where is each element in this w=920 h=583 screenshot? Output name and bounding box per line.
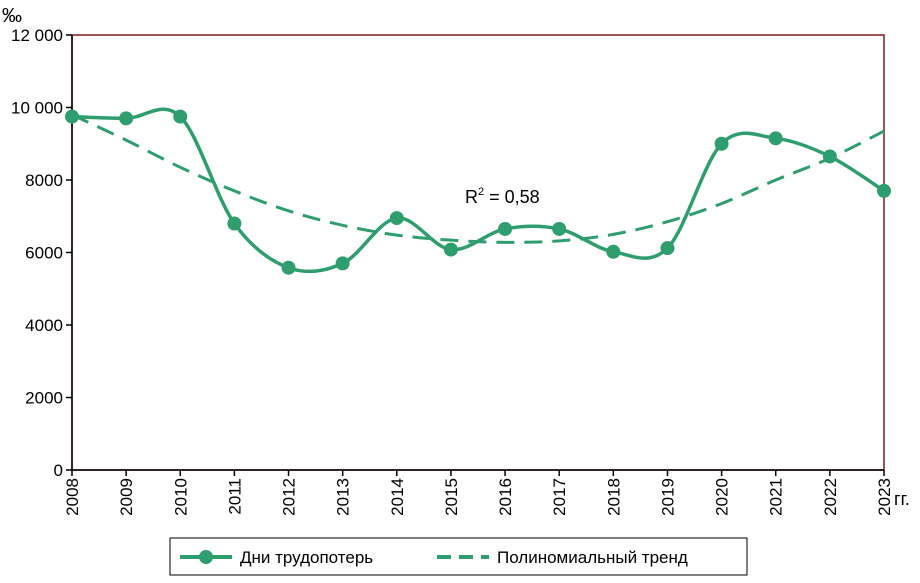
data-point-2012: [281, 260, 296, 275]
labels-layer: ‰ гг. R2 = 0,58 0 2000 4000 6000 8000 10 000 1…: [2, 5, 910, 516]
y-tick-label: 0: [54, 461, 63, 480]
legend-marker-days: [199, 550, 213, 564]
data-point-2008: [65, 109, 79, 124]
x-tick-label: 2010: [171, 478, 190, 516]
x-tick-label: 2008: [63, 478, 82, 516]
data-point-2017: [552, 221, 567, 236]
data-point-2013: [335, 256, 350, 271]
data-point-2016: [498, 221, 513, 236]
r-squared-base: R: [465, 187, 478, 207]
data-point-2009: [119, 111, 134, 126]
x-tick-label: 2019: [658, 478, 677, 516]
series-layer: [65, 107, 891, 275]
series-line-days: [71, 107, 885, 274]
x-tick-label: 2014: [388, 478, 407, 516]
y-tick-label: 2000: [25, 389, 63, 408]
x-tick-label: 2016: [496, 478, 515, 516]
y-tick-label: 8000: [25, 171, 63, 190]
plot-area: [71, 34, 885, 471]
legend-label-trend: Полиномиальный тренд: [497, 548, 688, 567]
data-point-2021: [768, 131, 783, 146]
x-tick-label: 2011: [225, 478, 244, 515]
y-tick-label: 4000: [25, 316, 63, 335]
plot-frame: [71, 34, 885, 471]
y-tick-label: 12 000: [11, 26, 63, 45]
legend-box: [169, 537, 748, 576]
axes: [66, 34, 885, 476]
x-tick-label: 2013: [334, 478, 353, 516]
r-squared-value: = 0,58: [484, 187, 540, 207]
data-point-2010: [173, 109, 188, 124]
data-point-2022: [822, 149, 837, 164]
r-squared-superscript: 2: [478, 186, 484, 198]
x-tick-label: 2018: [604, 478, 623, 516]
legend: Дни трудопотерь Полиномиальный тренд: [169, 537, 748, 576]
y-unit-label: ‰: [2, 5, 22, 27]
x-tick-label: 2015: [442, 478, 461, 516]
data-point-2023: [877, 183, 891, 198]
x-tick-label: 2021: [767, 478, 786, 516]
r-squared-annotation: R2 = 0,58: [465, 186, 540, 207]
data-point-2015: [443, 242, 458, 257]
data-point-2018: [606, 244, 621, 259]
data-point-2011: [227, 216, 242, 231]
legend-label-days: Дни трудопотерь: [240, 548, 373, 567]
x-tick-label: 2009: [117, 478, 136, 516]
x-tick-label: 2020: [713, 478, 732, 516]
x-tick-label: 2022: [821, 478, 840, 516]
data-point-2019: [660, 241, 675, 256]
x-unit-label: гг.: [894, 489, 910, 509]
data-point-2020: [714, 136, 729, 151]
y-tick-label: 6000: [25, 244, 63, 263]
x-tick-label: 2012: [280, 478, 299, 516]
x-tick-label: 2023: [875, 478, 894, 516]
x-tick-label: 2017: [550, 478, 569, 516]
y-tick-label: 10 000: [11, 99, 63, 118]
data-point-2014: [389, 211, 404, 226]
